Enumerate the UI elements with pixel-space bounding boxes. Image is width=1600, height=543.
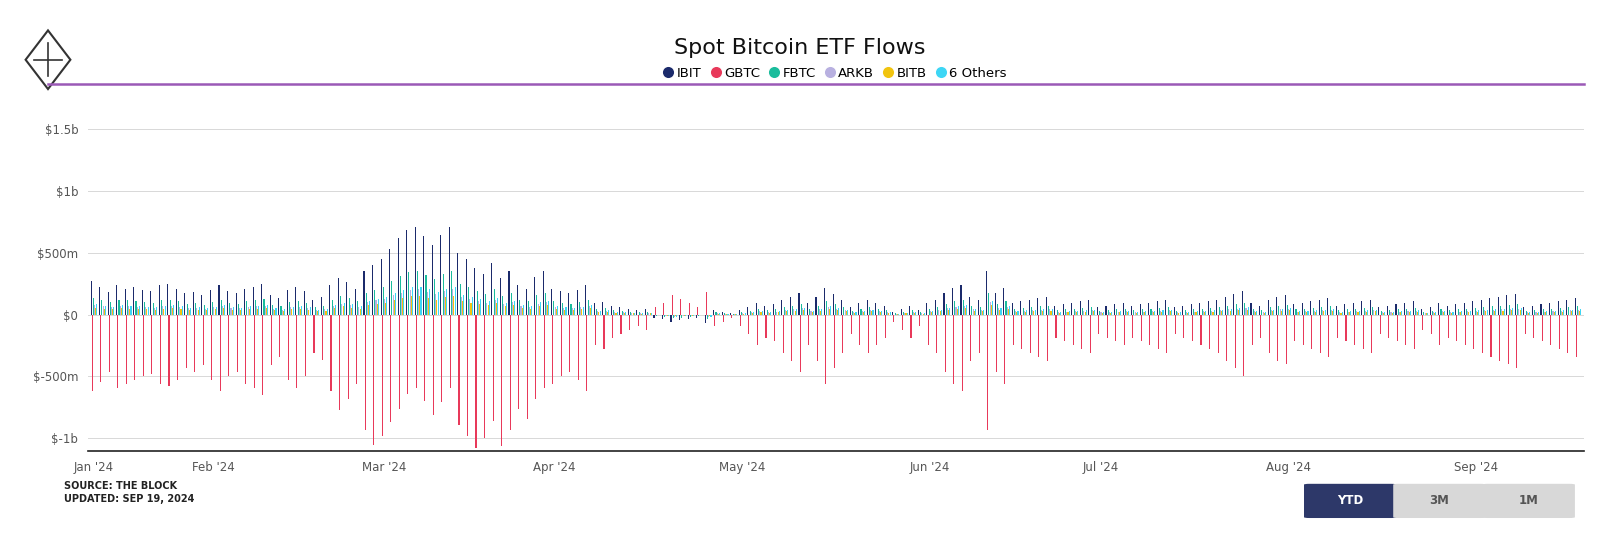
FancyBboxPatch shape — [1304, 484, 1397, 518]
Text: SOURCE: THE BLOCK
UPDATED: SEP 19, 2024: SOURCE: THE BLOCK UPDATED: SEP 19, 2024 — [64, 481, 194, 504]
Text: 1M: 1M — [1518, 495, 1539, 507]
Text: YTD: YTD — [1338, 495, 1363, 507]
FancyBboxPatch shape — [1394, 484, 1486, 518]
Legend: IBIT, GBTC, FBTC, ARKB, BITB, 6 Others: IBIT, GBTC, FBTC, ARKB, BITB, 6 Others — [659, 62, 1013, 86]
Text: 3M: 3M — [1429, 495, 1450, 507]
FancyBboxPatch shape — [1483, 484, 1574, 518]
Text: Spot Bitcoin ETF Flows: Spot Bitcoin ETF Flows — [674, 38, 926, 58]
